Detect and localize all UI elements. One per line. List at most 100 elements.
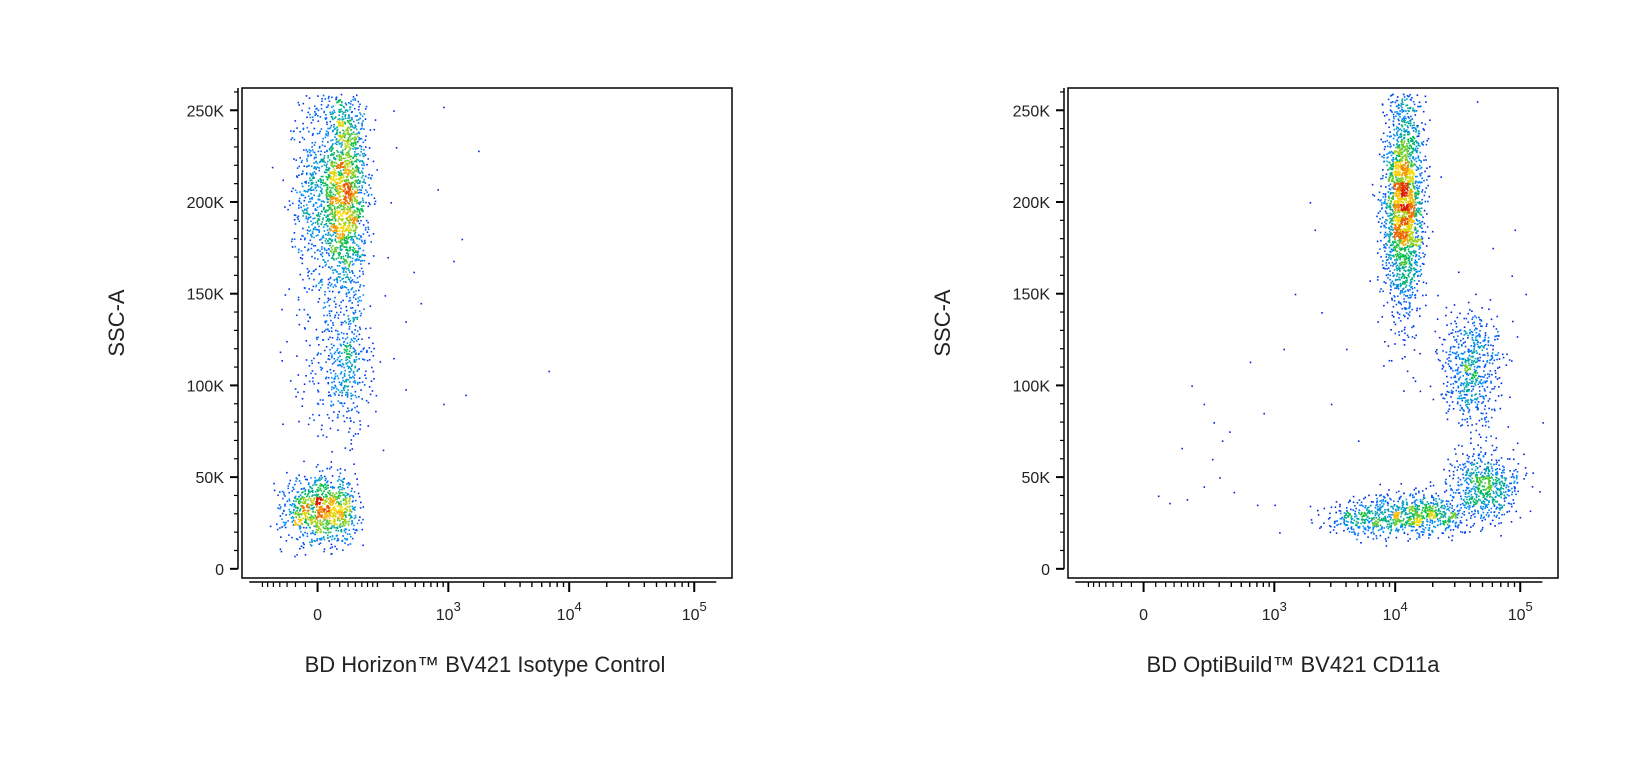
- event-dot: [322, 484, 324, 487]
- event-dot: [334, 165, 337, 167]
- event-dot: [1408, 131, 1410, 133]
- event-dot: [361, 207, 363, 210]
- event-dot: [315, 234, 318, 237]
- event-dot: [1470, 431, 1472, 434]
- event-dot: [315, 284, 318, 287]
- event-dot: [335, 527, 337, 529]
- event-dot: [352, 148, 354, 150]
- event-dot: [353, 235, 355, 238]
- event-dot: [297, 513, 299, 516]
- event-dot: [341, 362, 344, 365]
- event-dot: [298, 525, 301, 527]
- event-dot: [345, 509, 348, 512]
- event-dot: [1491, 388, 1493, 390]
- event-dot: [360, 191, 363, 194]
- event-dot: [1509, 482, 1511, 485]
- event-dot: [336, 182, 338, 185]
- event-dot: [340, 218, 342, 220]
- event-dot: [301, 405, 304, 407]
- event-dot: [331, 290, 334, 293]
- event-dot: [339, 179, 341, 181]
- event-dot: [343, 375, 346, 377]
- event-dot: [345, 140, 347, 143]
- event-dot: [1389, 532, 1391, 535]
- event-dot: [360, 160, 362, 162]
- event-dot: [1524, 467, 1527, 469]
- event-dot: [1335, 511, 1337, 514]
- event-dot: [339, 273, 342, 275]
- event-dot: [287, 487, 289, 490]
- event-dot: [349, 225, 351, 228]
- event-dot: [1483, 398, 1485, 400]
- event-dot: [1463, 393, 1466, 396]
- event-dot: [346, 386, 349, 388]
- event-dot: [1511, 473, 1514, 475]
- event-dot: [1367, 536, 1369, 538]
- event-dot: [316, 524, 318, 526]
- event-dot: [373, 347, 375, 350]
- event-dot: [304, 493, 306, 496]
- event-dot: [332, 234, 334, 236]
- event-dot: [320, 279, 322, 282]
- event-dot: [339, 253, 341, 255]
- event-dot: [1390, 282, 1392, 284]
- event-dot: [350, 138, 352, 140]
- event-dot: [345, 338, 347, 340]
- event-dot: [1393, 295, 1395, 297]
- event-dot: [1448, 404, 1451, 407]
- event-dot: [351, 287, 354, 289]
- event-dot: [1386, 139, 1389, 142]
- event-dot: [325, 194, 327, 197]
- event-dot: [340, 135, 343, 138]
- event-dot: [1498, 377, 1501, 379]
- event-dot: [330, 242, 332, 244]
- event-dot: [1465, 393, 1467, 396]
- event-dot: [345, 528, 348, 531]
- event-dot: [345, 394, 347, 396]
- event-dot: [363, 384, 366, 386]
- event-dot: [352, 173, 354, 175]
- event-dot: [302, 128, 305, 131]
- event-dot: [347, 267, 349, 270]
- event-dot: [345, 293, 348, 296]
- event-dot: [1432, 484, 1435, 487]
- event-dot: [332, 230, 334, 232]
- event-dot: [1453, 508, 1456, 511]
- event-dot: [1383, 246, 1385, 249]
- event-dot: [312, 228, 315, 231]
- event-dot: [1471, 505, 1474, 508]
- event-dot: [359, 350, 362, 353]
- event-dot: [342, 514, 345, 516]
- event-dot: [341, 540, 343, 542]
- event-dot: [354, 338, 356, 340]
- event-dot: [321, 236, 324, 239]
- event-dot: [339, 169, 342, 172]
- event-dot: [319, 205, 321, 208]
- event-dot: [330, 124, 333, 127]
- event-dot: [331, 208, 333, 211]
- event-dot: [354, 192, 357, 194]
- event-dot: [343, 402, 346, 405]
- event-dot: [1501, 514, 1503, 516]
- event-dot: [1421, 220, 1424, 223]
- event-dot: [348, 236, 351, 239]
- event-dot: [350, 516, 352, 519]
- event-dot: [351, 264, 354, 266]
- event-dot: [328, 208, 331, 210]
- event-dot: [1393, 504, 1396, 506]
- event-dot: [328, 391, 330, 394]
- event-dot: [332, 226, 335, 229]
- event-dot: [343, 106, 346, 109]
- event-dot: [299, 273, 302, 276]
- event-dot: [1464, 372, 1467, 374]
- event-dot: [349, 214, 351, 217]
- event-dot: [321, 248, 323, 250]
- event-dot: [359, 255, 361, 257]
- event-dot: [357, 304, 359, 307]
- event-dot: [1382, 169, 1384, 171]
- event-dot: [1488, 375, 1491, 378]
- event-dot: [338, 505, 341, 508]
- event-dot: [1466, 372, 1469, 375]
- event-dot: [355, 225, 357, 227]
- event-dot: [1482, 360, 1485, 362]
